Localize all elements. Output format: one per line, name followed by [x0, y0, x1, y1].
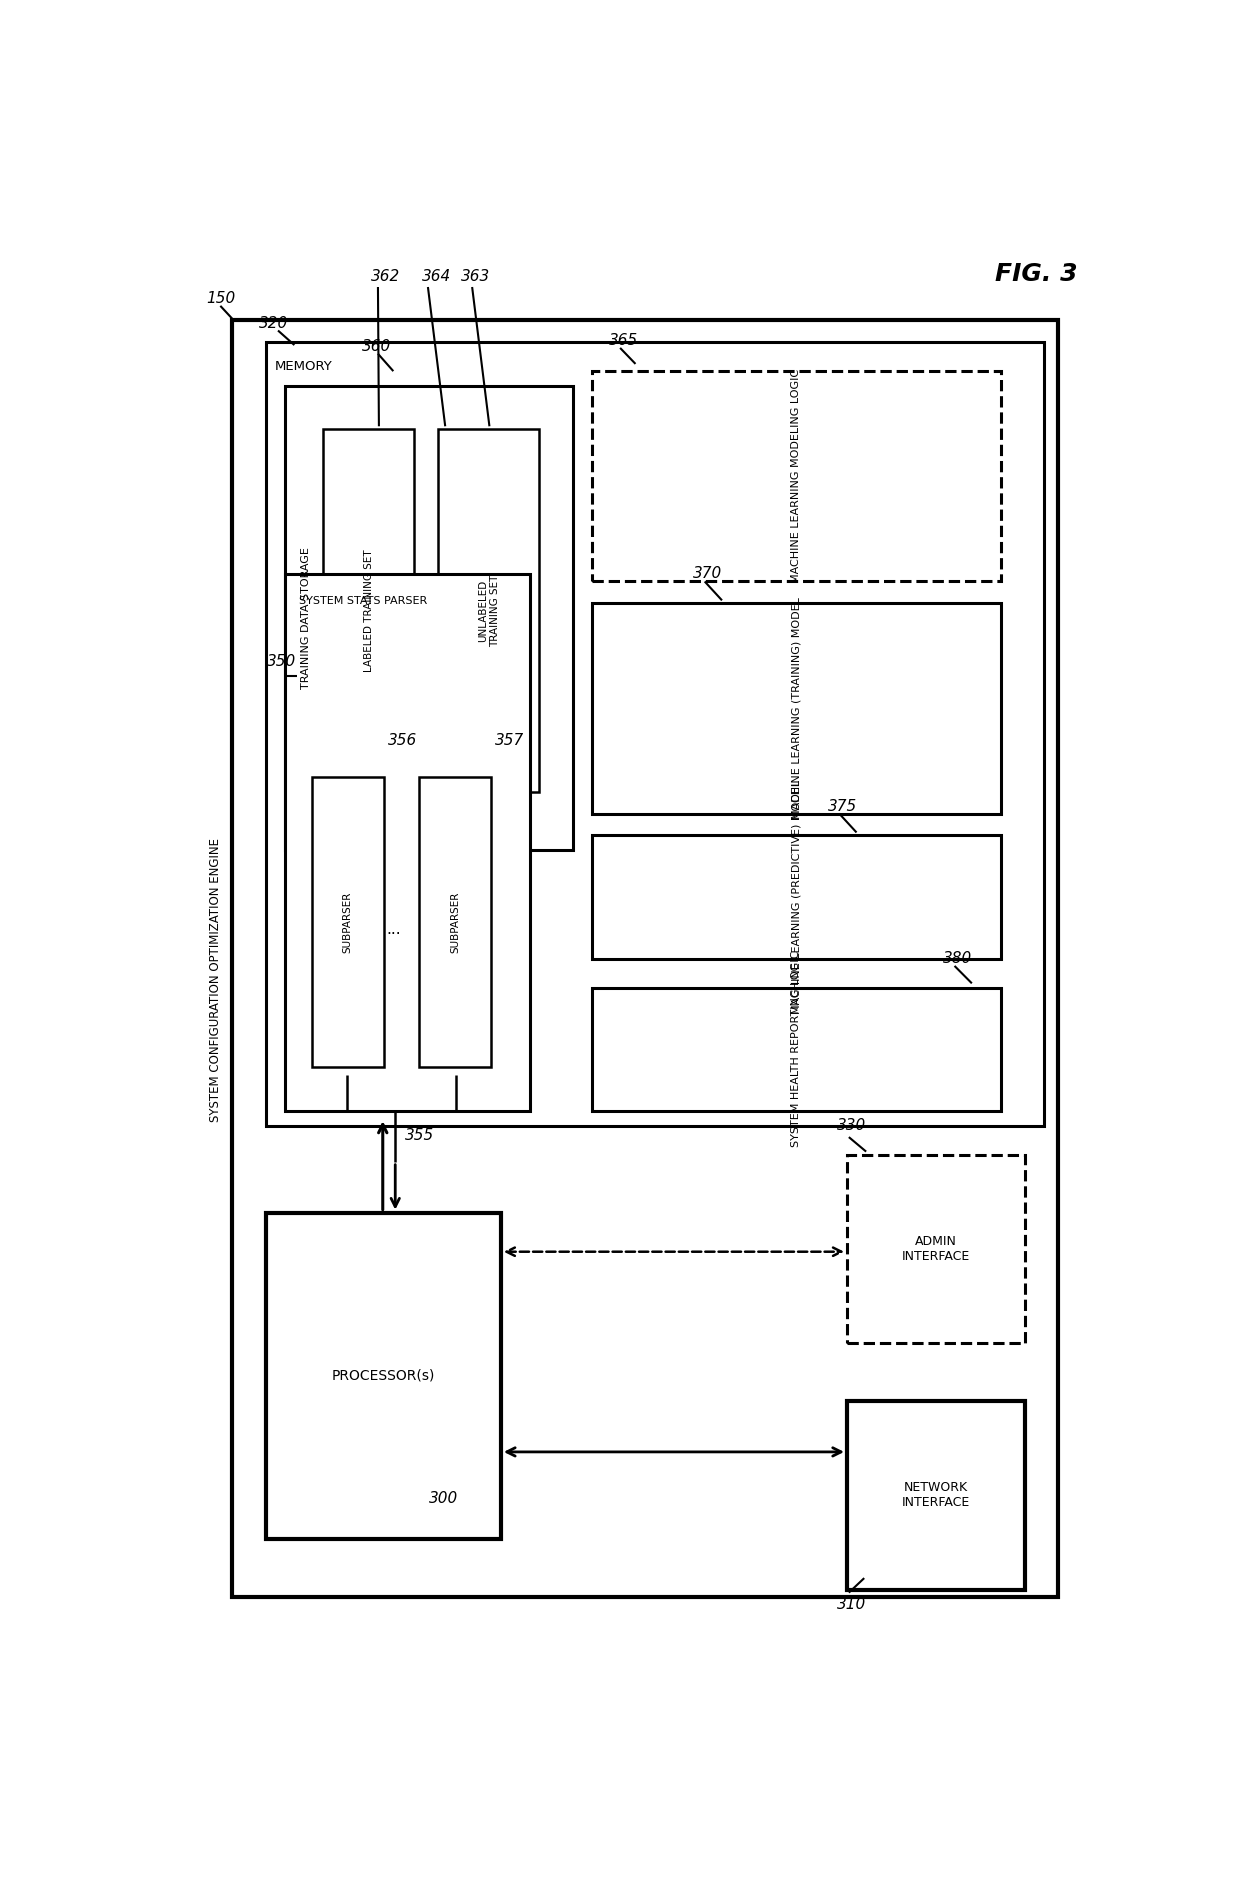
FancyBboxPatch shape — [285, 386, 573, 850]
Text: 356: 356 — [388, 733, 417, 748]
FancyBboxPatch shape — [847, 1155, 1024, 1343]
Text: 320: 320 — [259, 315, 288, 330]
FancyBboxPatch shape — [593, 371, 1001, 582]
Text: NETWORK
INTERFACE: NETWORK INTERFACE — [901, 1481, 970, 1509]
FancyBboxPatch shape — [311, 778, 383, 1068]
Text: SYSTEM HEALTH REPORTING LOGIC: SYSTEM HEALTH REPORTING LOGIC — [791, 951, 801, 1147]
FancyBboxPatch shape — [419, 778, 491, 1068]
Text: TRAINING DATA STORAGE: TRAINING DATA STORAGE — [301, 546, 311, 690]
Text: ...: ... — [386, 921, 401, 936]
Text: 300: 300 — [429, 1490, 458, 1505]
Text: MACHINE LEARNING (PREDICTIVE) MODEL: MACHINE LEARNING (PREDICTIVE) MODEL — [791, 780, 801, 1014]
Text: 310: 310 — [837, 1598, 867, 1613]
Text: PROCESSOR(s): PROCESSOR(s) — [331, 1370, 435, 1383]
FancyBboxPatch shape — [847, 1402, 1024, 1590]
Text: SYSTEM CONFIGURATION OPTIMIZATION ENGINE: SYSTEM CONFIGURATION OPTIMIZATION ENGINE — [210, 838, 222, 1123]
Text: LABELED TRAINING SET: LABELED TRAINING SET — [363, 550, 373, 673]
Text: MEMORY: MEMORY — [275, 360, 332, 373]
FancyBboxPatch shape — [593, 987, 1001, 1112]
Text: 375: 375 — [828, 799, 857, 814]
FancyBboxPatch shape — [593, 603, 1001, 814]
Text: FIG. 3: FIG. 3 — [994, 262, 1078, 286]
Text: 360: 360 — [362, 339, 391, 354]
FancyBboxPatch shape — [265, 1213, 501, 1539]
Text: MACHINE LEARNING MODELING LOGIC: MACHINE LEARNING MODELING LOGIC — [791, 369, 801, 584]
Text: 370: 370 — [693, 567, 723, 582]
FancyBboxPatch shape — [324, 430, 414, 791]
Text: 330: 330 — [837, 1117, 867, 1132]
Text: 350: 350 — [268, 654, 296, 669]
Text: 150: 150 — [206, 290, 236, 305]
Text: SUBPARSER: SUBPARSER — [450, 891, 460, 953]
Text: ADMIN
INTERFACE: ADMIN INTERFACE — [901, 1234, 970, 1262]
Text: 363: 363 — [460, 269, 490, 284]
FancyBboxPatch shape — [285, 575, 529, 1112]
Text: SYSTEM STATS PARSER: SYSTEM STATS PARSER — [299, 595, 428, 607]
FancyBboxPatch shape — [439, 430, 539, 791]
Text: MACHINE LEARNING (TRAINING) MODEL: MACHINE LEARNING (TRAINING) MODEL — [791, 597, 801, 820]
Text: UNLABELED
TRAINING SET: UNLABELED TRAINING SET — [479, 575, 500, 646]
FancyBboxPatch shape — [232, 320, 1058, 1598]
Text: 362: 362 — [371, 269, 401, 284]
FancyBboxPatch shape — [265, 343, 1044, 1125]
Text: SUBPARSER: SUBPARSER — [342, 891, 352, 953]
Text: 357: 357 — [495, 733, 525, 748]
Text: 355: 355 — [404, 1129, 434, 1144]
Text: 380: 380 — [942, 951, 972, 966]
Text: 364: 364 — [422, 269, 451, 284]
FancyBboxPatch shape — [593, 835, 1001, 959]
Text: 365: 365 — [609, 333, 637, 349]
